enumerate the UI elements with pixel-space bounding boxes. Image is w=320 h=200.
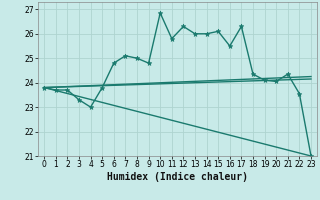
X-axis label: Humidex (Indice chaleur): Humidex (Indice chaleur) xyxy=(107,172,248,182)
